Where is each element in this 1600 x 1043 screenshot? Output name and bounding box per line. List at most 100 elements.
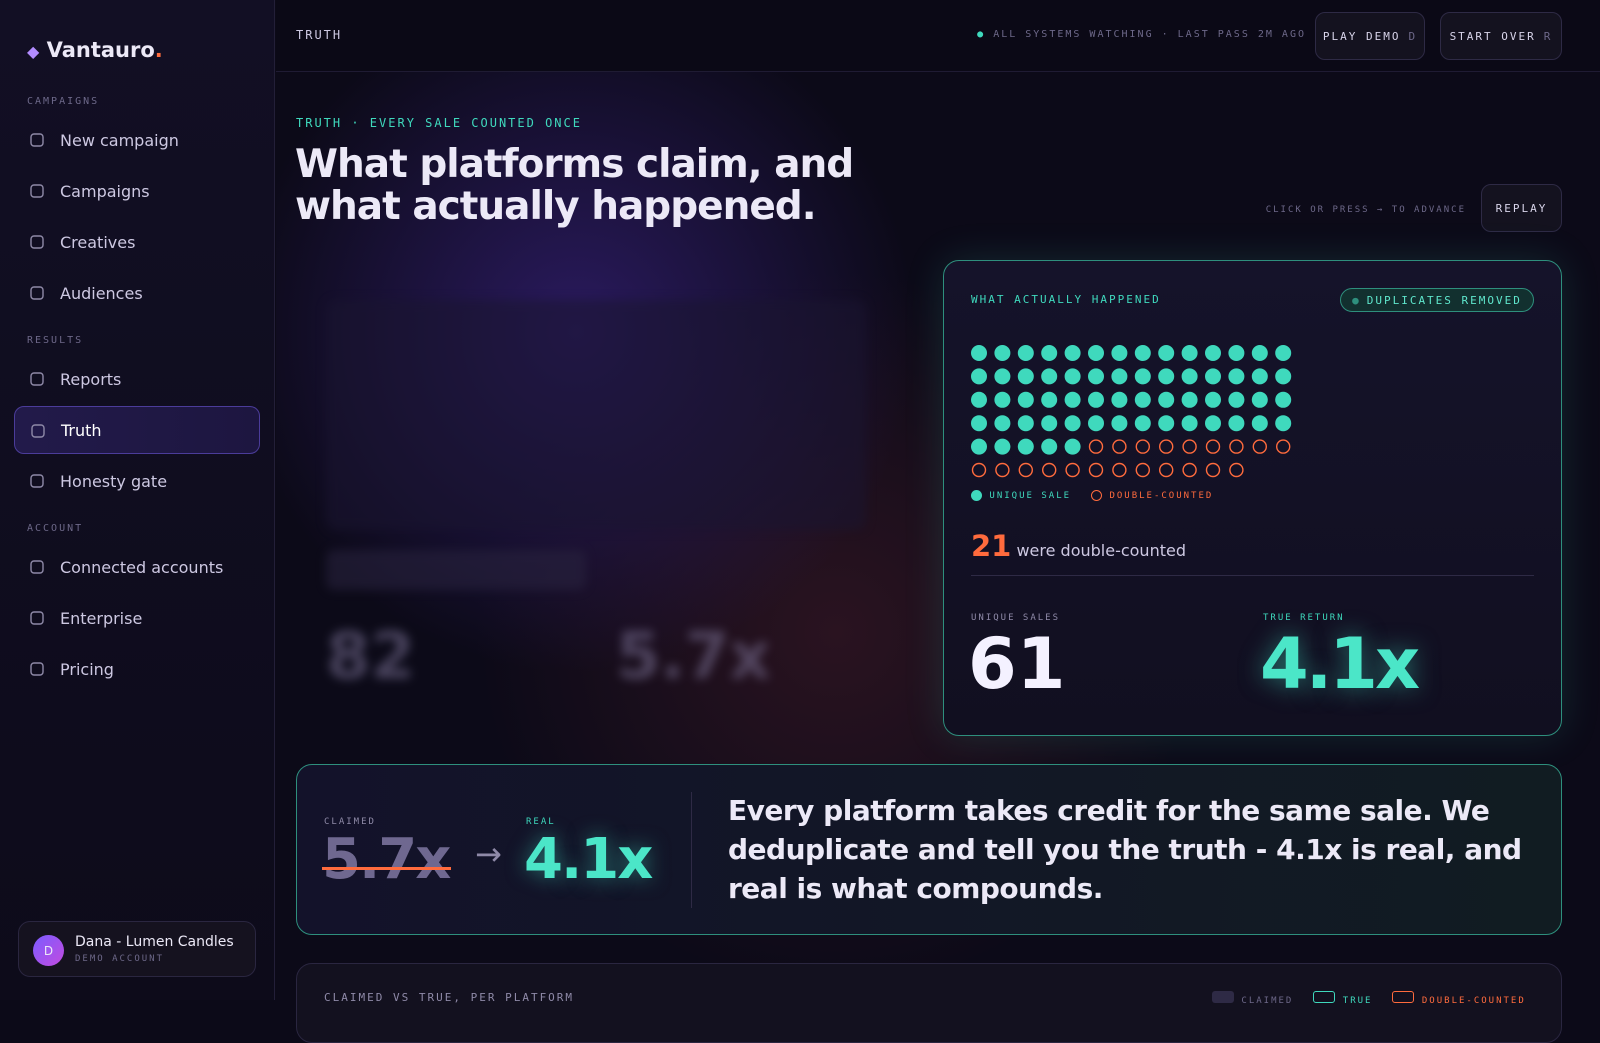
summary-message: Every platform takes credit for the same… (728, 794, 1522, 905)
unique-dot (1158, 368, 1175, 385)
unique-dot (1205, 415, 1221, 432)
double-counted-dot (1158, 439, 1174, 454)
button-key: D (1408, 29, 1418, 43)
double-counted-dot (1182, 462, 1197, 478)
unique-dot (1275, 391, 1292, 408)
nav-label: New campaign (60, 130, 179, 150)
claimed-label: CLAIMED (324, 817, 376, 827)
unique-dot (1228, 368, 1245, 385)
brand: ◆ Vantauro. (27, 38, 163, 62)
double-counted-dot (1229, 439, 1244, 454)
eyebrow: TRUTH · EVERY SALE COUNTED ONCE (296, 116, 582, 130)
divider (691, 792, 692, 908)
nav-item[interactable]: Campaigns (14, 167, 260, 215)
unique-dot (1017, 415, 1034, 432)
nav-item[interactable]: Honesty gate (14, 457, 260, 505)
true-return: 4.1x (1260, 623, 1420, 705)
double-counted-dot (1065, 462, 1080, 478)
user-card[interactable]: D Dana - Lumen Candles DEMO ACCOUNT (18, 921, 256, 977)
unique-dot (1017, 438, 1034, 455)
nav-item[interactable]: Truth (14, 406, 260, 454)
unique-dot (1158, 391, 1175, 408)
panel-title: CLAIMED VS TRUE, PER PLATFORM (324, 991, 575, 1004)
section-label: RESULTS (27, 335, 84, 346)
nav-item[interactable]: Creatives (14, 218, 260, 266)
button-key: R (1543, 29, 1553, 43)
unique-dot (1205, 391, 1221, 408)
unique-dot (1228, 391, 1245, 408)
unique-dot (1064, 438, 1081, 455)
unique-dot (1228, 415, 1245, 432)
unique-dot (1111, 415, 1128, 432)
unique-dot (994, 345, 1011, 361)
unique-dot (1041, 415, 1058, 432)
arrow: → (475, 835, 502, 873)
claimed-return: 5.7x (616, 620, 771, 694)
nav-label: Creatives (60, 232, 136, 252)
unique-dot (1181, 345, 1198, 361)
nav-item[interactable]: Pricing (14, 645, 260, 693)
unique-dot (1088, 391, 1104, 408)
double-counted-dot (1205, 462, 1221, 478)
user-role: DEMO ACCOUNT (75, 954, 165, 964)
legend-label: UNIQUE SALE (989, 491, 1072, 501)
unique-dot (1158, 415, 1175, 432)
unique-dot (971, 438, 987, 455)
unique-dot (971, 391, 987, 408)
brand-name: Vantauro (46, 38, 155, 62)
status-text: ALL SYSTEMS WATCHING · LAST PASS 2M AGO (993, 29, 1306, 40)
legend-label: DOUBLE-COUNTED (1421, 996, 1526, 1006)
claimed-value-wrap: 5.7x (322, 827, 451, 892)
unique-dot (994, 438, 1011, 455)
unique-dot (1228, 345, 1245, 361)
unique-dot (971, 415, 987, 432)
unique-dot (1251, 368, 1268, 385)
nav-item[interactable]: Enterprise (14, 594, 260, 642)
brand-dot: . (154, 38, 163, 62)
button-label: PLAY DEMO (1322, 29, 1401, 43)
unique-dot (1134, 391, 1151, 408)
summary-panel: CLAIMED 5.7x → REAL 4.1x Every platform … (296, 764, 1562, 935)
double-counted-dot (1276, 439, 1291, 454)
advance-hint: CLICK OR PRESS → TO ADVANCE (1265, 205, 1466, 215)
start-over-button[interactable]: START OVER R (1440, 12, 1562, 60)
panel-title: WHAT ACTUALLY HAPPENED (971, 293, 1161, 306)
double-counted-dot (1018, 462, 1033, 478)
double-counted-dot (1041, 462, 1057, 478)
breakdown-panel: CLAIMED VS TRUE, PER PLATFORM CLAIMED TR… (296, 963, 1562, 1043)
dot-grid (971, 345, 1292, 478)
nav-item[interactable]: Connected accounts (14, 543, 260, 591)
claimed-panel: 82 5.7x (296, 250, 900, 740)
unique-dot (1017, 391, 1034, 408)
unique-dot (1088, 368, 1104, 385)
unique-dot (1088, 415, 1104, 432)
replay-button[interactable]: REPLAY (1481, 184, 1562, 232)
unique-dot (1205, 345, 1221, 361)
unique-sales: 61 (968, 623, 1066, 705)
nav-item[interactable]: Reports (14, 355, 260, 403)
nav-label: Honesty gate (60, 471, 168, 491)
unique-dot (971, 345, 987, 361)
unique-dot (1158, 345, 1175, 361)
nav-label: Campaigns (60, 181, 150, 201)
double-counted-dot (1135, 439, 1151, 454)
avatar: D (33, 935, 64, 966)
nav-label: Connected accounts (60, 557, 224, 577)
unique-dot (1064, 368, 1081, 385)
unique-dot (1251, 391, 1268, 408)
section-label: CAMPAIGNS (27, 96, 100, 107)
unique-dot (1111, 345, 1128, 361)
double-counted-dot (1112, 439, 1127, 454)
unique-dot (1064, 345, 1081, 361)
legend-label: CLAIMED (1241, 996, 1294, 1006)
user-name: Dana - Lumen Candles (75, 934, 234, 950)
real-label: REAL (526, 817, 556, 827)
status: ● ALL SYSTEMS WATCHING · LAST PASS 2M AG… (977, 29, 1306, 40)
double-counted-dot (1088, 439, 1104, 454)
double-counted-dot (1158, 462, 1174, 478)
page-title: TRUTH (296, 28, 343, 42)
play-demo-button[interactable]: PLAY DEMO D (1315, 12, 1425, 60)
nav-item[interactable]: New campaign (14, 116, 260, 164)
nav-item[interactable]: Audiences (14, 269, 260, 317)
